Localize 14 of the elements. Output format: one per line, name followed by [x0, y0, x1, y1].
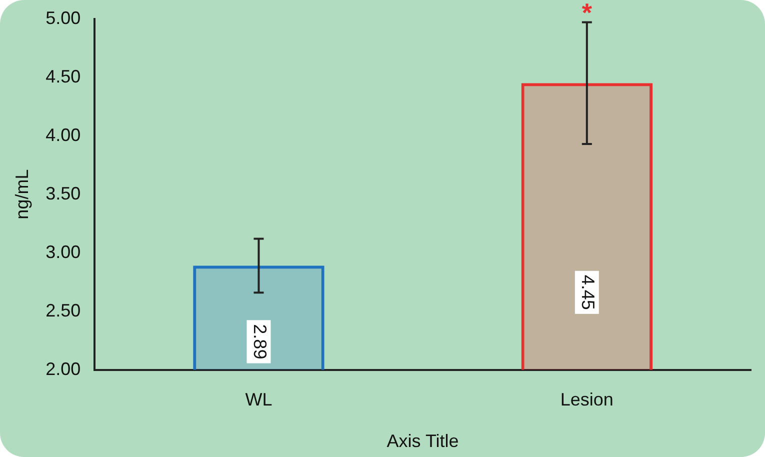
x-axis-title: Axis Title: [386, 431, 459, 452]
y-tick-label: 5.00: [46, 8, 81, 28]
annotation: *: [582, 0, 593, 28]
y-tick-label: 2.00: [46, 358, 81, 379]
data-label: 2.89: [250, 324, 270, 360]
y-tick-label: 3.50: [46, 183, 81, 204]
y-tick-label: 2.50: [46, 300, 81, 320]
x-tick-label: WL: [245, 390, 272, 410]
y-axis-title: ng/mL: [12, 169, 32, 220]
data-label: 4.45: [578, 274, 598, 310]
y-tick-label: 3.00: [46, 242, 81, 262]
y-tick-label: 4.00: [46, 124, 81, 145]
x-tick-label: Lesion: [560, 390, 614, 410]
y-tick-label: 4.50: [46, 66, 81, 86]
